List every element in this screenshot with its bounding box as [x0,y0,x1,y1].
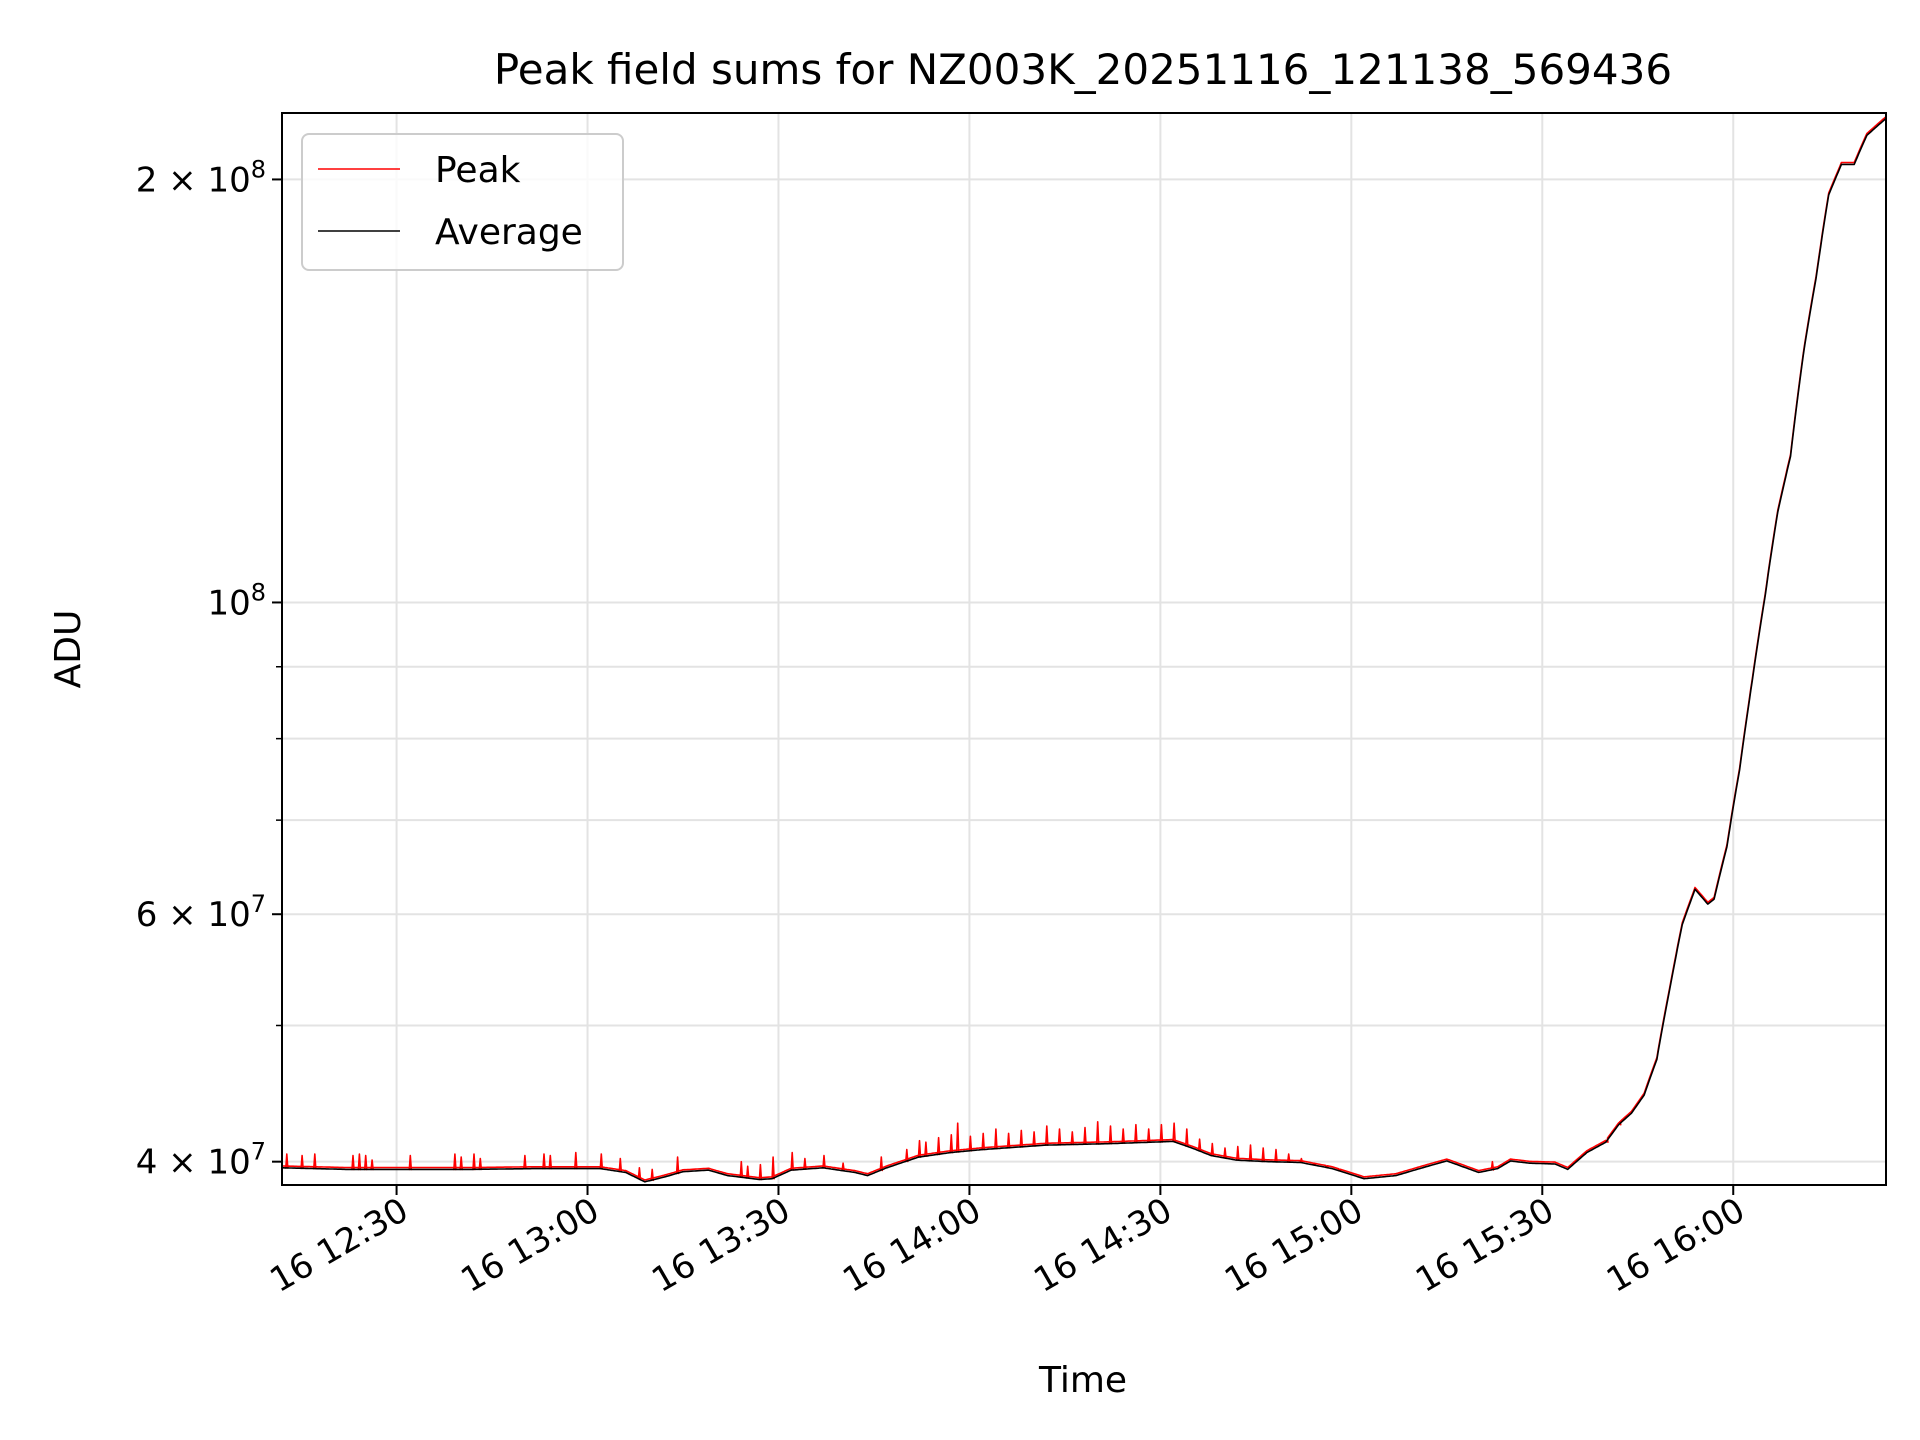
legend-box [301,133,624,271]
legend: Peak Average [301,133,624,271]
legend-average-label: Average [435,212,583,253]
y-tick-label: 6 × 107 [136,890,266,935]
legend-peak-label: Peak [435,150,521,191]
peak-series-line [282,116,1887,1182]
y-axis-label: ADU [48,610,89,689]
y-tick-label: 2 × 108 [136,155,266,200]
chart-title: Peak field sums for NZ003K_20251116_1211… [494,45,1672,94]
y-axis: 4 × 107 6 × 107 108 2 × 108 [136,155,282,1183]
average-series-line [282,117,1887,1183]
y-tick-label: 4 × 107 [136,1138,266,1183]
plot-series [282,116,1887,1183]
plot-frame [281,112,1887,1186]
x-axis-label: Time [1038,1360,1127,1401]
y-tick-label: 108 [207,578,266,623]
